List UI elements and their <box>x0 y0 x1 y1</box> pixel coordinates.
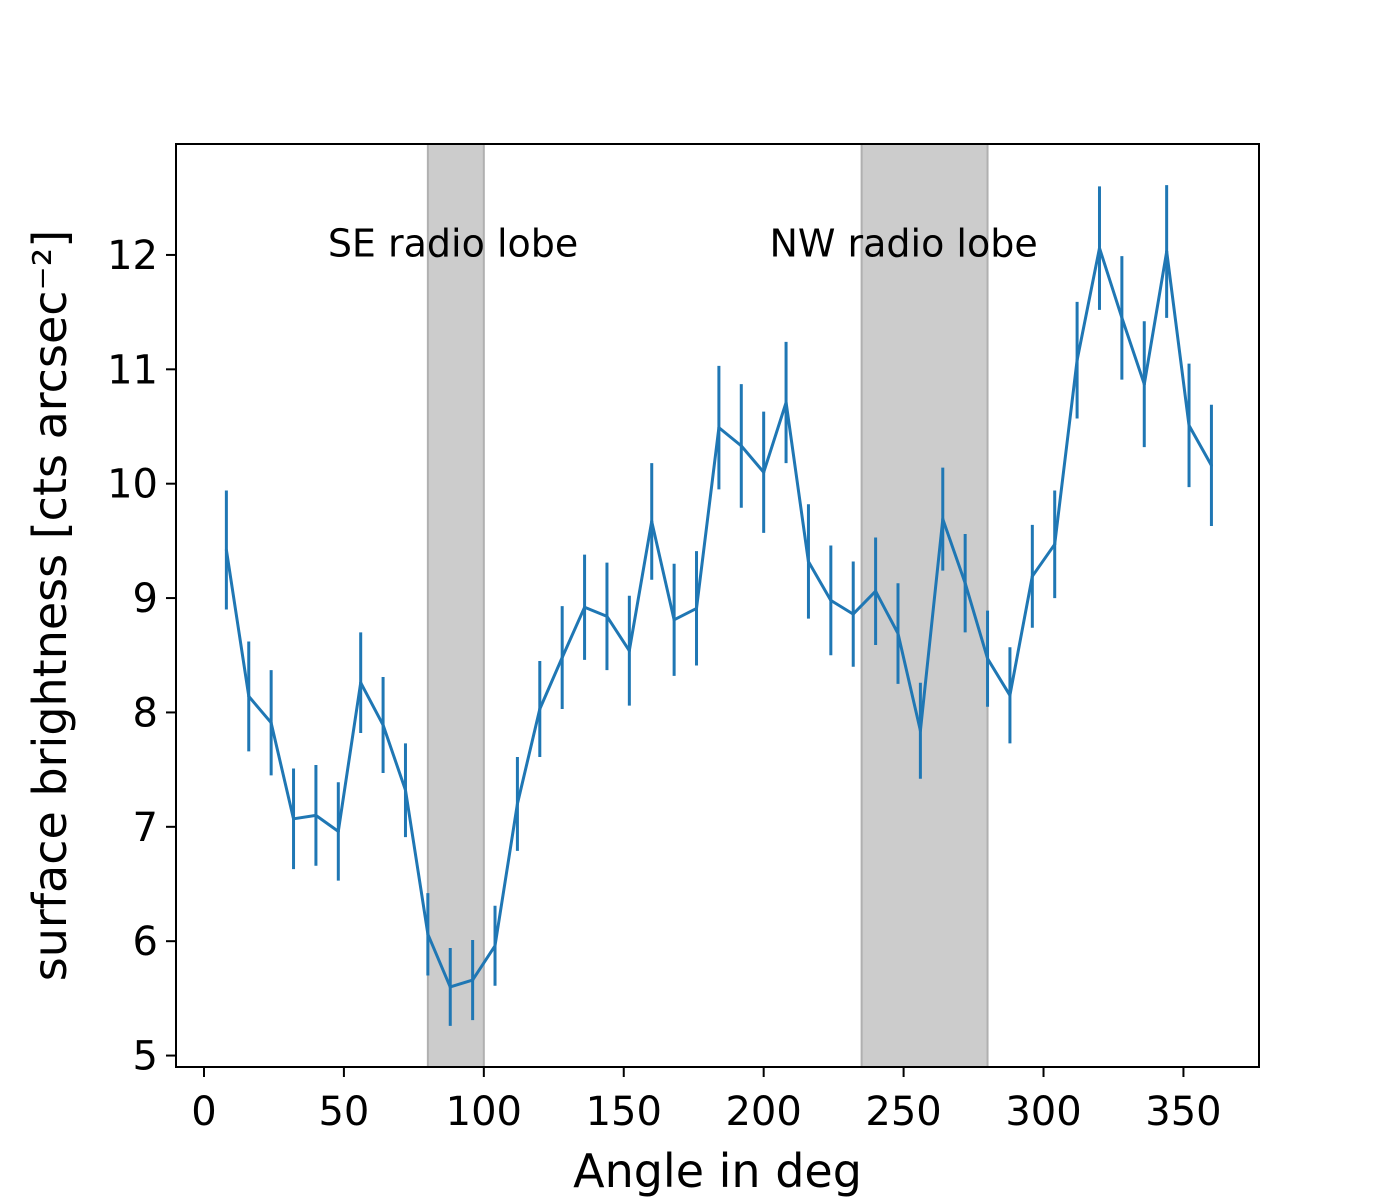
series-line <box>224 246 1213 989</box>
data-point <box>986 657 990 661</box>
data-point <box>1075 358 1079 362</box>
data-point <box>247 694 251 698</box>
data-point <box>1030 574 1034 578</box>
data-point <box>1120 316 1124 320</box>
x-axis-label: Angle in deg <box>573 1144 862 1198</box>
data-point <box>403 788 407 792</box>
data-point <box>1053 542 1057 546</box>
data-point <box>695 606 699 610</box>
data-point <box>336 829 340 833</box>
y-tick-label: 10 <box>107 462 158 508</box>
data-point <box>515 802 519 806</box>
data-point <box>1209 463 1213 467</box>
data-point <box>874 589 878 593</box>
data-point <box>1142 382 1146 386</box>
x-tick-label: 150 <box>586 1089 662 1135</box>
data-point <box>650 519 654 523</box>
data-point <box>851 612 855 616</box>
data-point <box>359 681 363 685</box>
y-tick-label: 5 <box>133 1034 158 1080</box>
y-axis-label: surface brightness [cts arcsec⁻²] <box>23 230 77 981</box>
data-point <box>941 517 945 521</box>
data-point <box>448 985 452 989</box>
y-tick-label: 11 <box>107 347 158 393</box>
data-point <box>829 598 833 602</box>
y-axis-ticks: 5 6 7 8 9 10 11 12 <box>107 233 176 1080</box>
data-point <box>493 944 497 948</box>
x-tick-label: 200 <box>725 1089 801 1135</box>
data-point <box>918 729 922 733</box>
data-point <box>806 559 810 563</box>
y-tick-label: 9 <box>133 576 158 622</box>
data-point <box>784 400 788 404</box>
data-point <box>1165 250 1169 254</box>
x-axis-ticks: 0 50 100 150 200 250 300 350 <box>191 1067 1222 1135</box>
data-point <box>1008 693 1012 697</box>
y-tick-label: 12 <box>107 233 158 279</box>
x-tick-label: 50 <box>318 1089 369 1135</box>
data-point <box>1187 423 1191 427</box>
y-tick-label: 6 <box>133 919 158 965</box>
x-tick-label: 0 <box>191 1089 216 1135</box>
shaded-regions <box>426 143 989 1068</box>
annotation-1: SE radio lobe <box>328 222 578 266</box>
data-point <box>1097 246 1101 250</box>
data-point <box>538 707 542 711</box>
data-point <box>224 548 228 552</box>
data-point <box>381 723 385 727</box>
y-tick-label: 8 <box>133 690 158 736</box>
y-tick-label: 7 <box>133 805 158 851</box>
data-point <box>471 978 475 982</box>
shaded-region-2 <box>860 143 989 1068</box>
data-point <box>292 817 296 821</box>
x-tick-label: 100 <box>446 1089 522 1135</box>
x-tick-label: 350 <box>1145 1089 1221 1135</box>
data-series <box>224 185 1213 1026</box>
x-tick-label: 250 <box>865 1089 941 1135</box>
annotation-2: NW radio lobe <box>769 222 1037 266</box>
data-point <box>583 605 587 609</box>
annotations: SE radio lobe NW radio lobe <box>328 222 1038 266</box>
x-tick-label: 300 <box>1005 1089 1081 1135</box>
shaded-region-1 <box>426 143 485 1068</box>
data-point <box>762 470 766 474</box>
data-point <box>672 618 676 622</box>
data-point <box>314 813 318 817</box>
data-point <box>963 581 967 585</box>
data-point <box>560 656 564 660</box>
data-point <box>739 444 743 448</box>
data-point <box>627 649 631 653</box>
plot-frame <box>175 143 1260 1068</box>
data-point <box>717 426 721 430</box>
data-point <box>896 632 900 636</box>
data-point <box>269 721 273 725</box>
data-point <box>605 614 609 618</box>
data-point <box>426 932 430 936</box>
